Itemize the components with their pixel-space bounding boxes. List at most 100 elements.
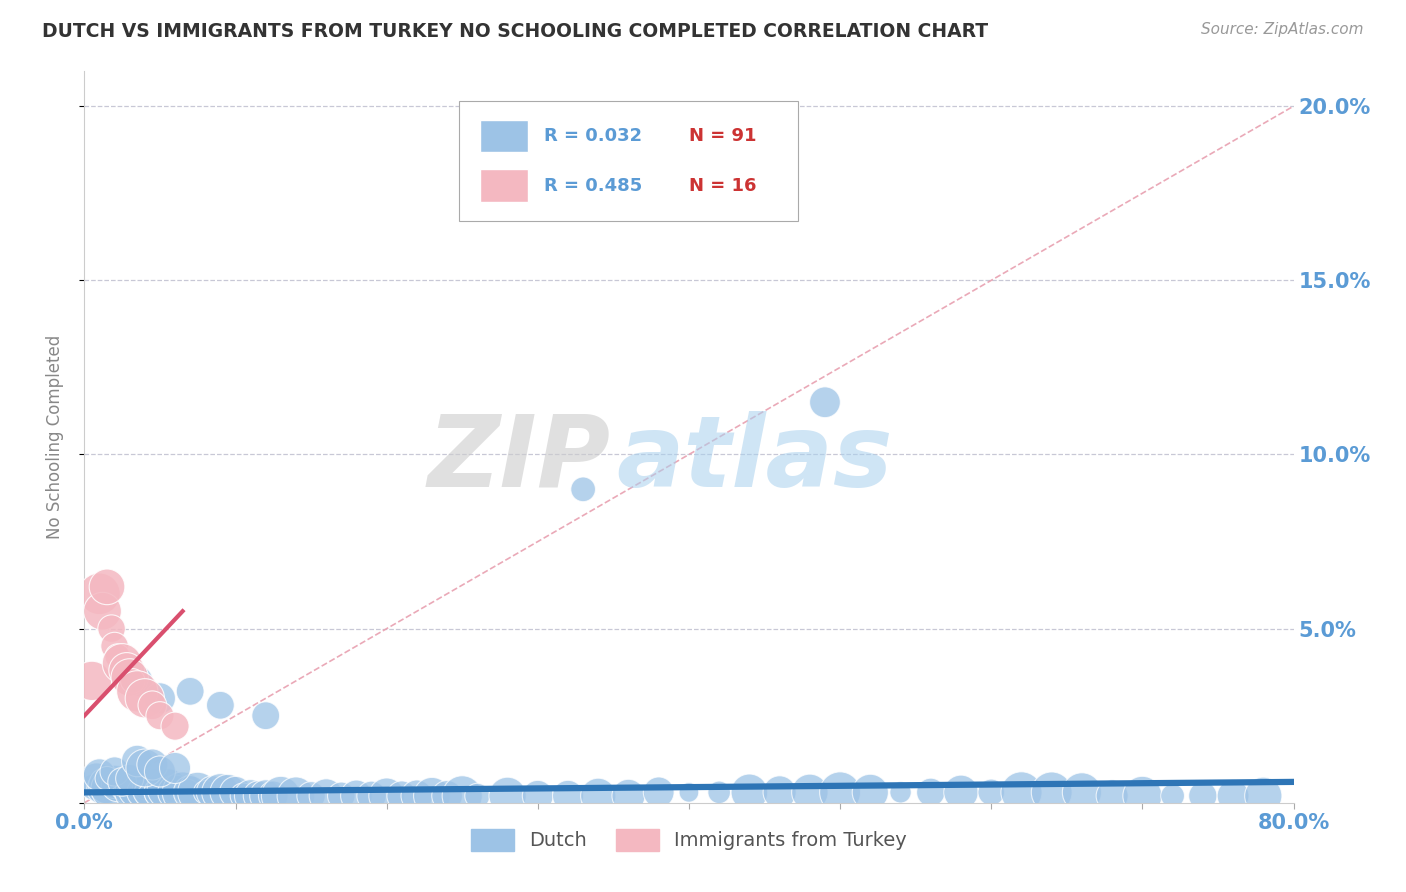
Point [96, 580, 118, 594]
Point [1253, 789, 1275, 803]
Point [738, 785, 761, 799]
Point [118, 781, 141, 796]
Point [149, 764, 172, 779]
Point [156, 781, 179, 796]
Point [160, 785, 183, 799]
Point [127, 754, 149, 768]
Point [115, 778, 138, 792]
Point [496, 789, 519, 803]
Point [709, 785, 731, 799]
FancyBboxPatch shape [479, 169, 529, 202]
Point [247, 789, 270, 803]
Point [89, 587, 111, 601]
Point [127, 673, 149, 688]
Point [111, 781, 134, 796]
Point [165, 761, 187, 775]
Point [588, 789, 610, 803]
Point [285, 789, 308, 803]
Point [1101, 789, 1123, 803]
Point [270, 789, 292, 803]
Point [127, 781, 149, 796]
Point [111, 657, 134, 671]
Point [980, 785, 1002, 799]
Point [467, 789, 489, 803]
Point [104, 764, 127, 779]
Point [91, 781, 114, 796]
Point [648, 785, 671, 799]
Point [201, 785, 224, 799]
Point [111, 775, 134, 789]
Point [1161, 789, 1184, 803]
Point [91, 604, 114, 618]
Point [360, 789, 382, 803]
Point [1011, 785, 1033, 799]
Point [100, 622, 122, 636]
Point [134, 691, 156, 706]
Point [96, 772, 118, 786]
Point [799, 785, 821, 799]
Text: DUTCH VS IMMIGRANTS FROM TURKEY NO SCHOOLING COMPLETED CORRELATION CHART: DUTCH VS IMMIGRANTS FROM TURKEY NO SCHOO… [42, 22, 988, 41]
Point [80, 673, 103, 688]
Point [420, 789, 443, 803]
Point [104, 639, 127, 653]
Point [678, 785, 700, 799]
Point [134, 761, 156, 775]
Text: atlas: atlas [616, 410, 893, 508]
Point [527, 789, 550, 803]
Point [232, 789, 254, 803]
Point [149, 785, 172, 799]
Point [165, 719, 187, 733]
Point [262, 789, 284, 803]
Point [115, 664, 138, 678]
Point [1040, 785, 1063, 799]
Point [299, 789, 322, 803]
Point [131, 785, 153, 799]
Point [141, 781, 163, 796]
FancyBboxPatch shape [460, 101, 797, 221]
Point [165, 785, 187, 799]
Point [1222, 789, 1244, 803]
Point [1130, 789, 1153, 803]
Point [149, 691, 172, 706]
Point [617, 789, 640, 803]
Legend: Dutch, Immigrants from Turkey: Dutch, Immigrants from Turkey [463, 821, 915, 859]
Point [134, 781, 156, 796]
Point [121, 673, 143, 688]
Point [100, 781, 122, 796]
Text: R = 0.032: R = 0.032 [544, 127, 643, 145]
Point [146, 785, 169, 799]
Y-axis label: No Schooling Completed: No Schooling Completed [45, 335, 63, 539]
Point [179, 785, 201, 799]
Point [118, 772, 141, 786]
Point [187, 785, 209, 799]
Point [769, 785, 792, 799]
Point [346, 789, 368, 803]
Point [104, 775, 127, 789]
Point [118, 670, 141, 684]
Point [86, 775, 108, 789]
Point [920, 785, 942, 799]
Point [315, 789, 337, 803]
Point [217, 785, 239, 799]
Point [1071, 785, 1094, 799]
Point [391, 789, 413, 803]
Point [859, 785, 882, 799]
Point [451, 789, 474, 803]
Point [375, 789, 398, 803]
Point [80, 778, 103, 792]
Text: ZIP: ZIP [427, 410, 610, 508]
Point [572, 483, 595, 497]
Point [436, 789, 458, 803]
Point [890, 785, 912, 799]
Point [107, 649, 129, 664]
Point [406, 789, 429, 803]
Text: Source: ZipAtlas.com: Source: ZipAtlas.com [1201, 22, 1364, 37]
Point [194, 785, 217, 799]
Point [176, 785, 198, 799]
Point [96, 778, 118, 792]
Point [557, 789, 579, 803]
Point [127, 684, 149, 698]
Point [330, 789, 353, 803]
Text: N = 16: N = 16 [689, 177, 756, 195]
Point [209, 785, 232, 799]
